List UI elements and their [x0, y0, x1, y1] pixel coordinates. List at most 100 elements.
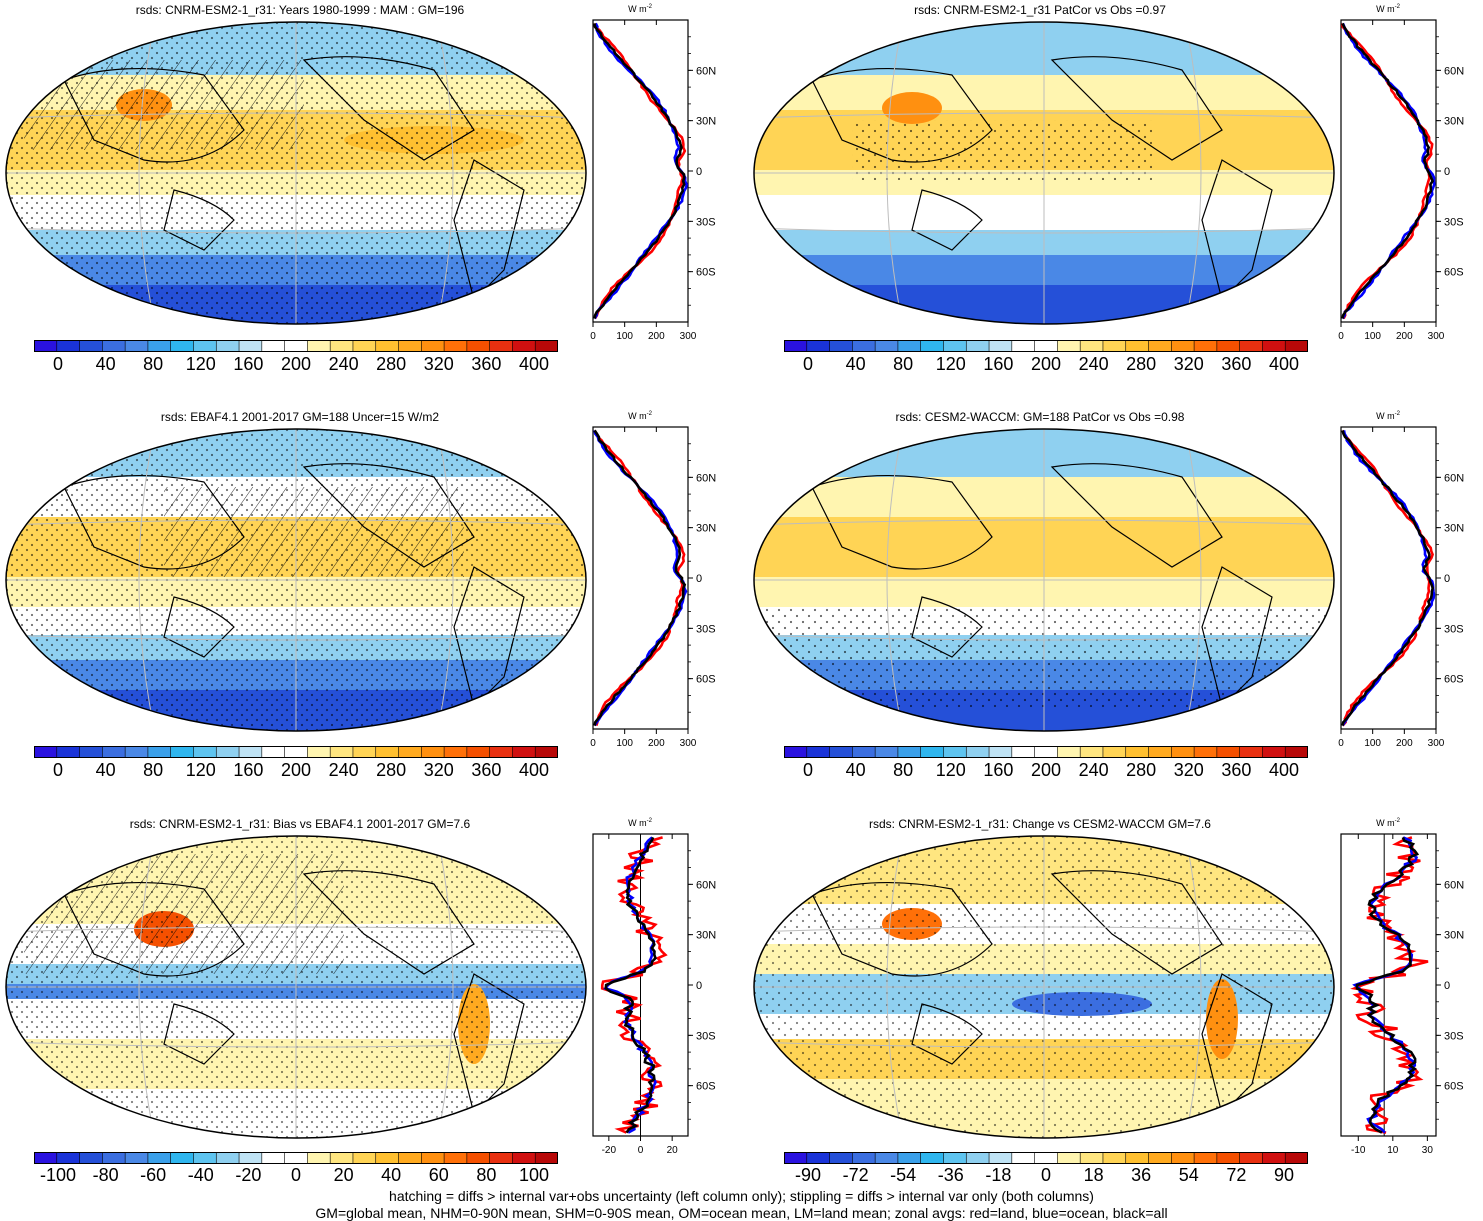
- colorbar-tick-label: 400: [1268, 354, 1300, 374]
- zonal-lat-label: 0: [696, 166, 702, 178]
- colorbar-tick-label: -90: [794, 1165, 822, 1185]
- colorbar-tick-label: 80: [893, 354, 914, 374]
- colorbar-swatch: [170, 746, 195, 758]
- colorbar-labels: -100 -80 -60 -40 -20 0 20 40 60 80 100: [34, 1165, 558, 1189]
- colorbar-tick-label: 360: [471, 760, 502, 780]
- colorbar-tick-label: 400: [518, 354, 550, 374]
- colorbar-swatch: [534, 340, 558, 352]
- colorbar-swatch: [852, 746, 876, 758]
- zonal-lat-label: 0: [1444, 980, 1450, 992]
- colorbar-tick-label: 280: [376, 354, 407, 374]
- colorbar-swatch: [829, 746, 854, 758]
- colorbar-tick-label: -54: [890, 1165, 917, 1185]
- zonal-x-tick-label: 300: [680, 738, 697, 749]
- colorbar-swatch: [988, 1152, 1013, 1164]
- colorbar-swatch: [1148, 746, 1173, 758]
- map-reference-model: [753, 428, 1335, 732]
- colorbar-swatch: [261, 746, 286, 758]
- colorbar-swatch: [443, 746, 468, 758]
- zonal-line-land: [600, 836, 668, 1134]
- map-model-mean: [5, 21, 587, 325]
- colorbar-swatch: [920, 340, 945, 352]
- colorbar-swatch: [215, 1152, 240, 1164]
- zonal-frame: [592, 426, 689, 730]
- colorbar-swatch: [943, 1152, 968, 1164]
- zonal-line-all: [593, 23, 686, 319]
- colorbar-tick-label: 320: [1173, 760, 1204, 780]
- colorbar-swatch: [329, 340, 354, 352]
- colorbar-tick-label: 80: [476, 1165, 497, 1185]
- footer-note-hatching: hatching = diffs > internal var+obs unce…: [389, 1188, 1094, 1204]
- zonal-plot: W m-2 60N 30N 0 30S 60S 0 100 200 300: [1338, 411, 1464, 749]
- colorbar-swatch: [1102, 1152, 1127, 1164]
- zonal-x-tick-label: 0: [1338, 331, 1344, 342]
- zonal-lat-label: 30N: [1444, 116, 1464, 128]
- zonal-lat-label: 60S: [1444, 267, 1464, 279]
- colorbar-tick-label: 18: [1083, 1165, 1104, 1185]
- zonal-x-tick-label: 300: [1428, 331, 1445, 342]
- colorbar-swatch: [307, 1152, 331, 1164]
- colorbar-tick-label: 0: [52, 354, 64, 374]
- colorbar-swatch: [1239, 1152, 1264, 1164]
- zonal-plot: W m-2 60N 30N 0 30S 60S 0 100 200 300: [1338, 4, 1464, 342]
- colorbar-tick-label: 40: [95, 760, 116, 780]
- colorbar-swatch: [307, 340, 331, 352]
- colorbar-swatch: [806, 746, 831, 758]
- colorbar: [34, 1152, 558, 1164]
- colorbar-swatch: [398, 340, 423, 352]
- colorbar-swatch: [874, 746, 899, 758]
- zonal-lat-label: 30N: [696, 523, 716, 535]
- colorbar-swatch: [534, 1152, 558, 1164]
- zonal-x-tick-label: 10: [1387, 1145, 1399, 1156]
- zonal-lat-label: 0: [696, 573, 702, 585]
- colorbar-tick-label: -60: [140, 1165, 167, 1185]
- colorbar-tick-label: 0: [1040, 1165, 1052, 1185]
- colorbar-swatch: [1193, 1152, 1218, 1164]
- zonal-x-tick-label: -20: [602, 1145, 617, 1156]
- panel-title: rsds: CNRM-ESM2-1_r31: Years 1980-1999 :…: [135, 3, 465, 17]
- colorbar-tick-label: 320: [1173, 354, 1204, 374]
- zonal-lat-label: 60N: [1444, 472, 1464, 484]
- panel-title: rsds: CNRM-ESM2-1_r31: Bias vs EBAF4.1 2…: [129, 817, 471, 831]
- colorbar-tick-label: 160: [233, 760, 264, 780]
- colorbar-swatch: [489, 340, 514, 352]
- zonal-x-tick-label: 20: [667, 1145, 679, 1156]
- colorbar-tick-label: 80: [143, 760, 164, 780]
- zonal-x-tick-label: 0: [590, 331, 596, 342]
- zonal-lat-label: 60S: [1444, 1081, 1464, 1093]
- colorbar-swatch: [352, 746, 377, 758]
- colorbar-tick-label: 200: [280, 354, 312, 374]
- colorbar-swatch: [79, 746, 104, 758]
- zonal-lat-label: 30S: [696, 1030, 716, 1042]
- colorbar-tick-label: 360: [1221, 760, 1252, 780]
- zonal-lat-label: 30S: [1444, 623, 1464, 635]
- colorbar: [784, 746, 1308, 758]
- zonal-lat-label: 30N: [696, 116, 716, 128]
- colorbar-tick-label: -100: [39, 1165, 77, 1185]
- colorbar-swatch: [398, 1152, 423, 1164]
- colorbar-swatch: [1034, 340, 1059, 352]
- panel-title: rsds: CNRM-ESM2-1_r31: Change vs CESM2-W…: [869, 817, 1211, 831]
- colorbar-swatch: [829, 1152, 854, 1164]
- colorbar-tick-label: 200: [280, 760, 312, 780]
- colorbar-tick-label: 40: [845, 760, 866, 780]
- zonal-x-tick-label: 300: [680, 331, 697, 342]
- colorbar-swatch: [215, 746, 240, 758]
- colorbar-swatch: [784, 1152, 808, 1164]
- colorbar-tick-label: 360: [471, 354, 502, 374]
- colorbar-tick-label: 240: [328, 760, 359, 780]
- colorbar-swatch: [988, 746, 1013, 758]
- colorbar-swatch: [1034, 1152, 1059, 1164]
- colorbar-tick-label: 160: [983, 354, 1014, 374]
- zonal-units: W m-2: [628, 411, 652, 421]
- colorbar-tick-label: 0: [802, 760, 814, 780]
- colorbar-swatch: [512, 340, 537, 352]
- zonal-lat-label: 0: [1444, 166, 1450, 178]
- zonal-units: W m-2: [1376, 411, 1400, 421]
- panel-title: rsds: CESM2-WACCM: GM=188 PatCor vs Obs …: [895, 410, 1185, 424]
- colorbar-swatch: [238, 1152, 263, 1164]
- colorbar-swatch: [79, 340, 104, 352]
- colorbar-swatch: [329, 746, 354, 758]
- colorbar-swatch: [102, 1152, 126, 1164]
- zonal-plot: W m-2 60N 30N 0 30S 60S 0 100 200 300: [590, 411, 716, 749]
